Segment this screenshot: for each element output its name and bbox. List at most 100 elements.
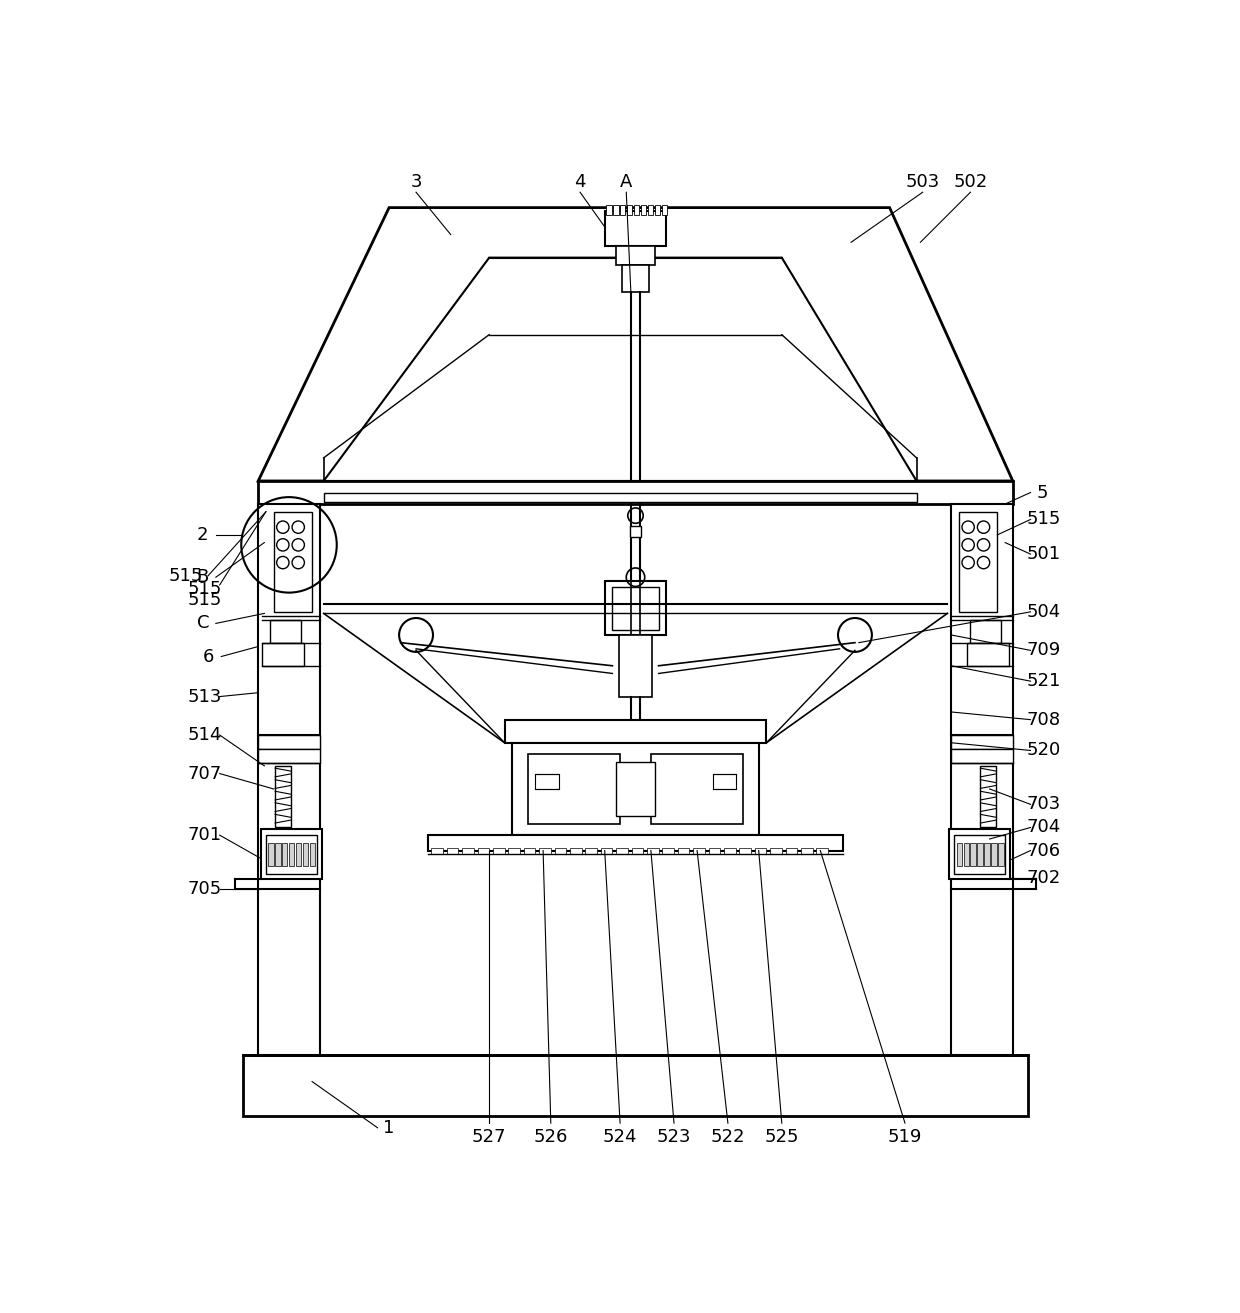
Bar: [260, 829, 322, 878]
Text: 2: 2: [197, 527, 208, 544]
Bar: [755, 848, 766, 853]
Bar: [616, 762, 655, 815]
Bar: [631, 848, 644, 853]
Text: 1: 1: [383, 1119, 394, 1137]
Bar: [512, 743, 759, 835]
Bar: [613, 587, 658, 629]
Bar: [620, 205, 625, 214]
Bar: [651, 754, 743, 823]
Polygon shape: [258, 207, 1013, 481]
Bar: [585, 848, 596, 853]
Bar: [275, 765, 290, 827]
Bar: [477, 848, 490, 853]
Bar: [662, 848, 675, 853]
Bar: [258, 748, 320, 763]
Bar: [963, 843, 968, 867]
Bar: [310, 843, 315, 867]
Bar: [508, 848, 520, 853]
Bar: [956, 843, 962, 867]
Bar: [428, 835, 843, 851]
Bar: [446, 848, 459, 853]
Bar: [816, 848, 828, 853]
Bar: [262, 642, 304, 666]
Bar: [647, 205, 653, 214]
Bar: [971, 620, 1001, 642]
Bar: [243, 1054, 1028, 1116]
Bar: [655, 205, 660, 214]
Polygon shape: [324, 257, 916, 481]
Bar: [296, 843, 301, 867]
Text: 5: 5: [1037, 483, 1048, 502]
Bar: [801, 848, 812, 853]
Text: 703: 703: [1027, 796, 1060, 813]
Bar: [494, 848, 505, 853]
Text: 4: 4: [574, 173, 585, 192]
Text: 513: 513: [187, 688, 222, 705]
Bar: [570, 848, 582, 853]
Bar: [708, 848, 720, 853]
Bar: [539, 848, 551, 853]
Bar: [258, 481, 1013, 504]
Text: 515: 515: [187, 591, 222, 609]
Bar: [622, 265, 649, 293]
Text: 701: 701: [187, 826, 222, 844]
Bar: [739, 848, 751, 853]
Bar: [998, 843, 1003, 867]
Bar: [528, 754, 620, 823]
Bar: [463, 848, 474, 853]
Text: 504: 504: [1027, 603, 1060, 621]
Text: 515: 515: [1027, 511, 1060, 528]
Bar: [991, 843, 997, 867]
Text: 709: 709: [1027, 641, 1060, 659]
Bar: [971, 843, 976, 867]
Text: 705: 705: [187, 880, 222, 898]
Bar: [616, 848, 627, 853]
Bar: [265, 835, 316, 873]
Text: A: A: [620, 173, 632, 192]
Text: 519: 519: [888, 1128, 923, 1146]
Bar: [605, 582, 666, 635]
Bar: [606, 205, 611, 214]
Bar: [977, 843, 983, 867]
Bar: [613, 205, 619, 214]
Text: 708: 708: [1027, 710, 1060, 729]
Bar: [951, 504, 1013, 1054]
Bar: [713, 773, 735, 789]
Bar: [724, 848, 735, 853]
Text: 501: 501: [1027, 545, 1060, 563]
Bar: [641, 205, 646, 214]
Text: 514: 514: [187, 726, 222, 744]
Bar: [324, 492, 916, 502]
Text: 525: 525: [765, 1128, 799, 1146]
Bar: [630, 525, 641, 537]
Bar: [786, 848, 797, 853]
Text: 524: 524: [603, 1128, 637, 1146]
Bar: [951, 735, 1013, 748]
Text: 704: 704: [1027, 818, 1060, 836]
Bar: [949, 829, 1011, 878]
Bar: [605, 211, 666, 246]
Bar: [268, 843, 274, 867]
Bar: [951, 748, 1013, 763]
Bar: [275, 843, 280, 867]
Text: 526: 526: [533, 1128, 568, 1146]
Bar: [770, 848, 781, 853]
Text: B: B: [197, 569, 208, 586]
Text: 707: 707: [187, 764, 222, 783]
Bar: [981, 765, 996, 827]
Bar: [662, 205, 667, 214]
Bar: [536, 773, 558, 789]
Text: 706: 706: [1027, 842, 1060, 860]
Bar: [258, 735, 320, 748]
Bar: [523, 848, 536, 853]
Bar: [554, 848, 567, 853]
Bar: [505, 720, 766, 743]
Bar: [955, 835, 1006, 873]
Text: 503: 503: [905, 173, 940, 192]
Text: C: C: [196, 614, 210, 633]
Text: 521: 521: [1027, 672, 1060, 691]
Bar: [289, 843, 294, 867]
Bar: [270, 620, 300, 642]
Bar: [303, 843, 309, 867]
Bar: [634, 205, 640, 214]
